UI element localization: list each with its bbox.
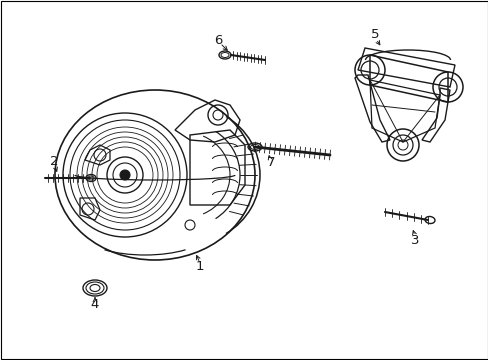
Circle shape (120, 170, 130, 180)
Text: 1: 1 (195, 261, 204, 274)
Text: 5: 5 (370, 28, 379, 41)
Text: 2: 2 (50, 156, 58, 168)
Text: 6: 6 (213, 33, 222, 46)
Text: 4: 4 (91, 298, 99, 311)
Text: 3: 3 (410, 234, 418, 247)
Text: 7: 7 (266, 157, 275, 170)
